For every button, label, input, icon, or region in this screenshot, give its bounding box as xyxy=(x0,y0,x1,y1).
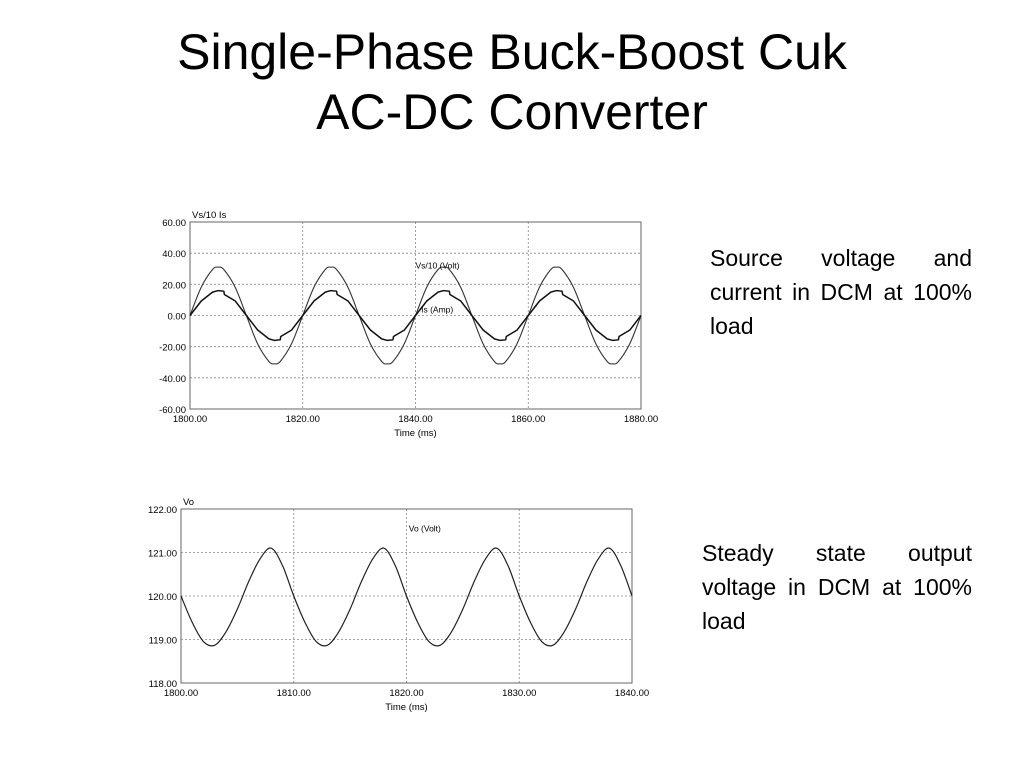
x-tick-label: 1820.00 xyxy=(286,414,320,425)
caption-output-voltage: Steady state output voltage in DCM at 10… xyxy=(702,540,972,634)
x-tick-label: 1880.00 xyxy=(624,414,658,425)
x-tick-label: 1810.00 xyxy=(277,688,311,699)
slide-title: Single-Phase Buck-Boost Cuk AC-DC Conver… xyxy=(0,22,1024,142)
series-label: Vo (Volt) xyxy=(409,524,441,534)
x-tick-label: 1800.00 xyxy=(173,414,207,425)
chart-top-label: Vo xyxy=(183,497,194,508)
x-tick-label: 1800.00 xyxy=(164,688,198,699)
x-tick-label: 1820.00 xyxy=(389,688,423,699)
y-tick-label: 121.00 xyxy=(148,549,177,560)
x-tick-label: 1830.00 xyxy=(502,688,536,699)
chart-top-label: Vs/10 Is xyxy=(192,210,227,221)
y-tick-label: 0.00 xyxy=(168,312,187,323)
x-axis-label: Time (ms) xyxy=(385,702,427,713)
y-tick-label: -20.00 xyxy=(159,343,186,354)
slide-title-line2: AC-DC Converter xyxy=(316,84,708,140)
y-tick-label: 20.00 xyxy=(162,280,186,291)
slide-title-line1: Single-Phase Buck-Boost Cuk xyxy=(177,24,847,80)
y-tick-label: 118.00 xyxy=(149,679,177,690)
y-tick-label: 60.00 xyxy=(162,218,186,229)
y-tick-label: 119.00 xyxy=(149,636,177,647)
y-tick-label: 40.00 xyxy=(162,249,186,260)
series-line xyxy=(189,289,642,342)
x-tick-label: 1860.00 xyxy=(511,414,545,425)
x-tick-label: 1840.00 xyxy=(398,414,432,425)
series-label: Vs/10 (Volt) xyxy=(416,261,460,271)
series-label: Is (Amp) xyxy=(421,304,453,314)
y-tick-label: 122.00 xyxy=(148,505,177,516)
series-line xyxy=(180,547,633,647)
x-tick-label: 1840.00 xyxy=(615,688,649,699)
y-tick-label: -40.00 xyxy=(159,374,186,385)
x-axis-label: Time (ms) xyxy=(394,428,436,439)
source-voltage-current-chart: 60.00 40.00 20.00 0.00 -20.00 -40.00 -60.00180… xyxy=(159,210,658,439)
y-tick-label: 120.00 xyxy=(148,592,177,603)
y-tick-label: -60.00 xyxy=(159,405,186,416)
caption-source-voltage-current: Source voltage and current in DCM at 100… xyxy=(710,245,972,339)
